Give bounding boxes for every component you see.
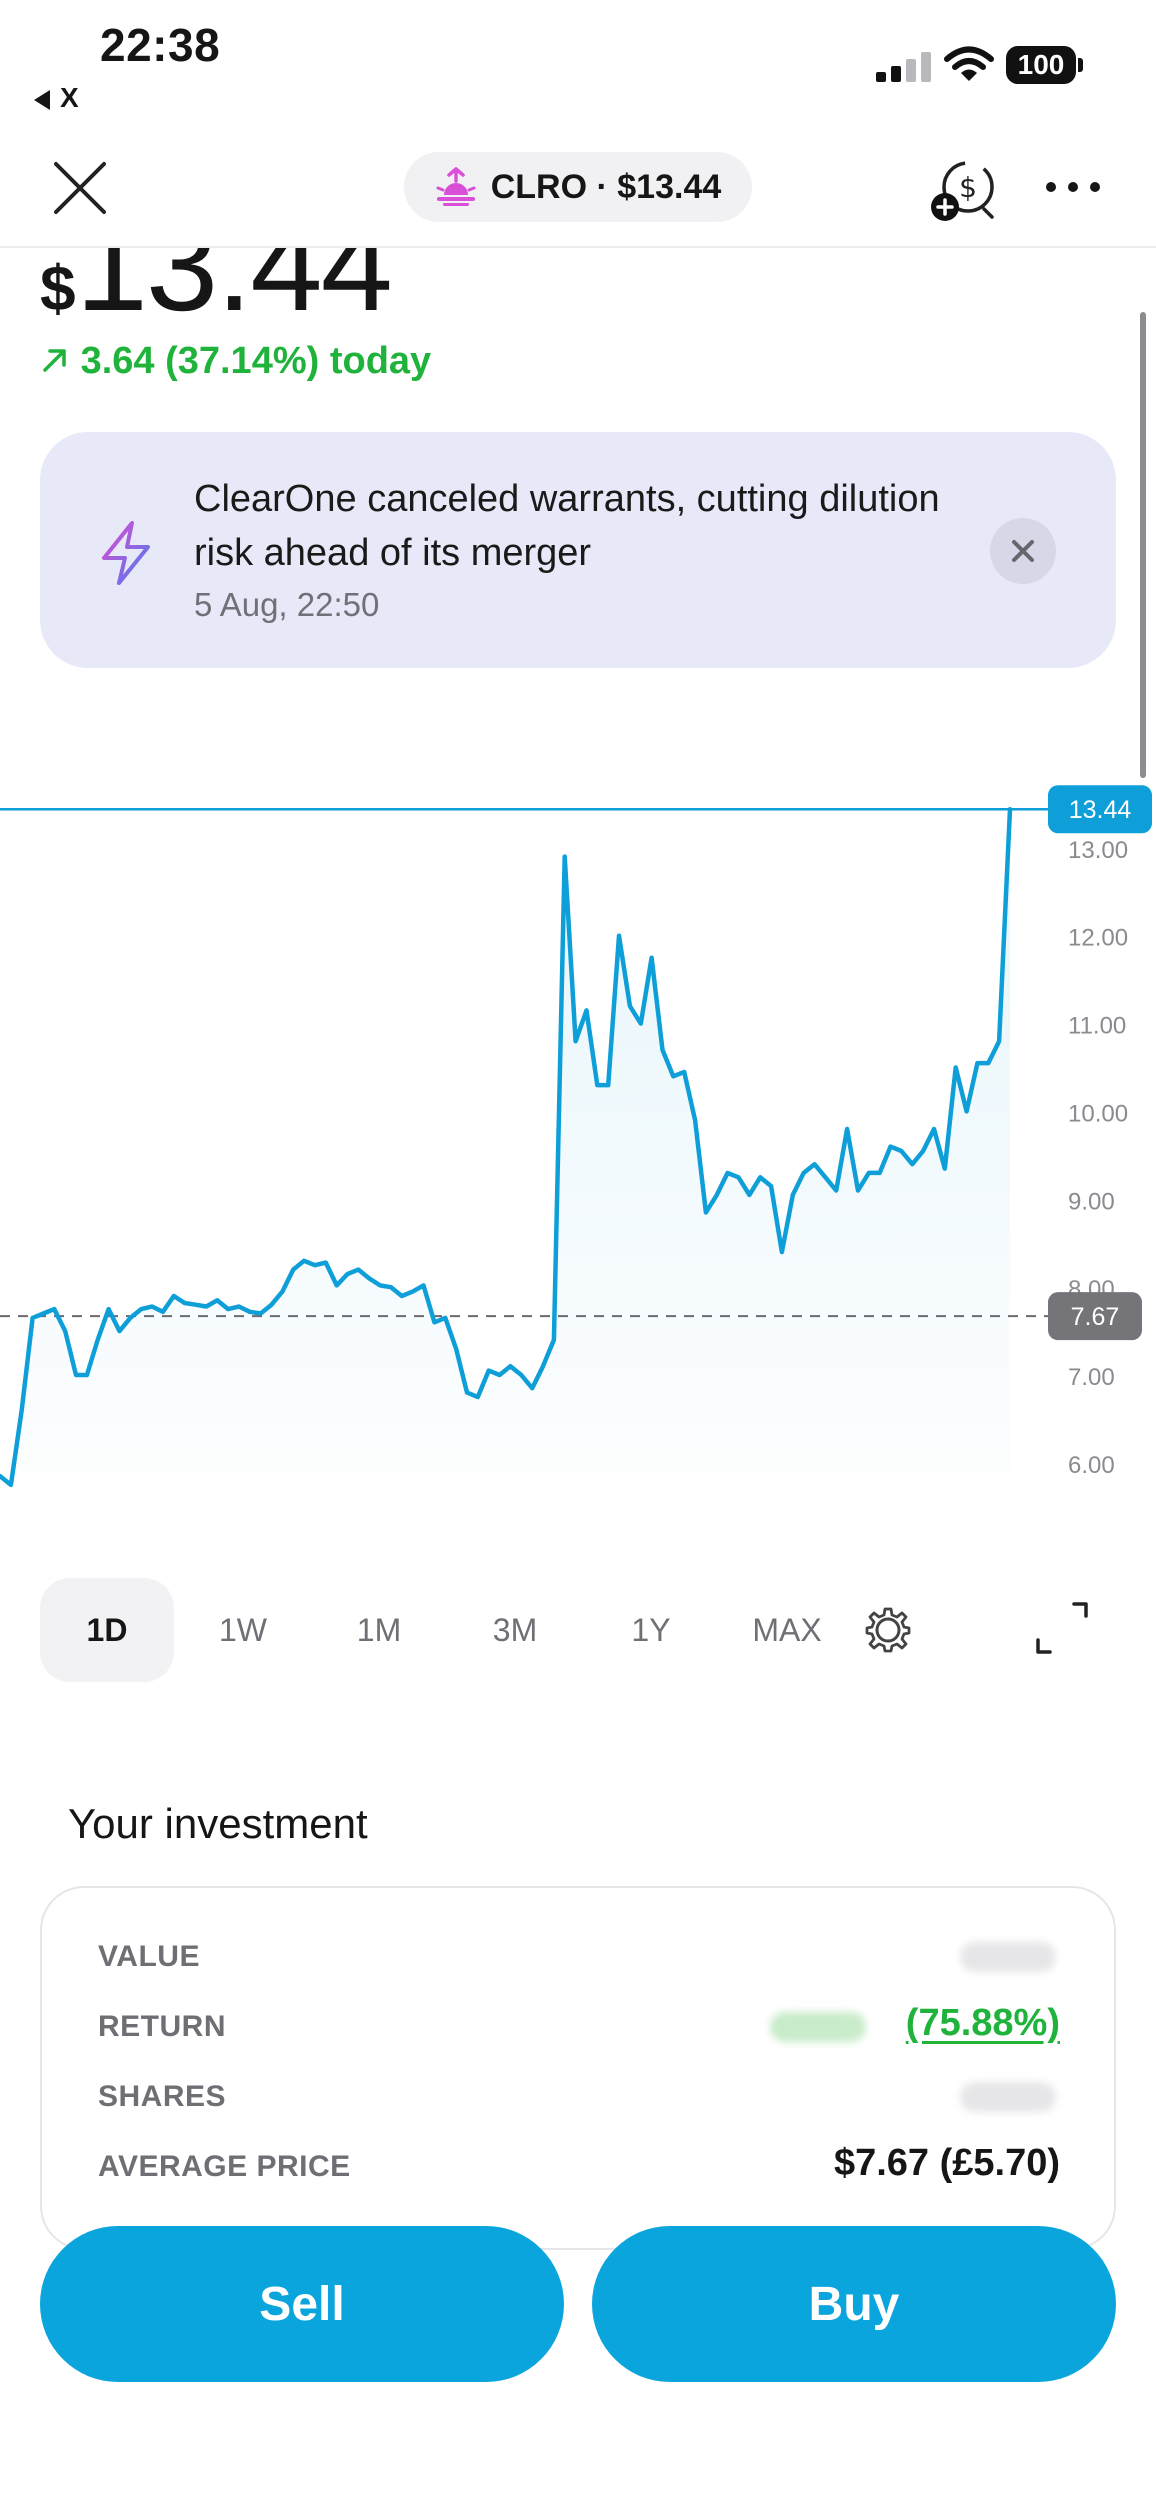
time-range-tabs: 1D 1W 1M 3M 1Y MAX [40,1578,1130,1682]
wifi-icon [944,46,994,81]
shares-label: SHARES [98,2080,227,2113]
average-price-value: $7.67 (£5.70) [833,2142,1060,2184]
battery-level: 100 [1006,46,1076,84]
return-amount-hidden [770,2012,866,2042]
price-series-line[interactable] [0,806,1013,1488]
back-to-app-link[interactable]: X [34,82,79,114]
value-label: VALUE [98,1940,200,1973]
expand-icon[interactable] [1030,1596,1094,1660]
sunrise-icon [436,167,476,206]
cellular-signal-icon [876,52,931,82]
average-price-label: AVERAGE PRICE [98,2150,351,2183]
value-hidden [960,1942,1056,1972]
y-tick-label: 13.00 [1068,837,1128,864]
price-value: 13.44 [75,248,393,338]
lightning-bolt-icon [102,521,150,585]
news-headline: ClearOne canceled warrants, cutting dilu… [194,478,940,574]
close-icon[interactable] [50,158,110,218]
price-chart[interactable]: 13.0012.0011.0010.009.008.007.006.0013.4… [0,760,1156,1520]
close-icon [1012,540,1034,562]
reference-price-tag-label: 7.67 [1071,1303,1120,1331]
shares-hidden [960,2082,1056,2112]
sell-button[interactable]: Sell [40,2226,564,2382]
price-currency: $ [40,252,76,324]
y-tick-label: 10.00 [1068,1100,1128,1127]
buy-button[interactable]: Buy [592,2226,1116,2382]
back-triangle-icon [34,89,50,110]
price-change-text: 3.64 (37.14%) today [80,340,432,382]
y-tick-label: 9.00 [1068,1188,1115,1215]
price-display: $13.44 [0,248,1156,338]
investment-title: Your investment [68,1800,368,1847]
more-options-button[interactable] [1040,162,1106,212]
svg-text:$: $ [959,171,977,204]
price-change: 3.64 (37.14%) today [40,340,431,383]
status-time: 22:38 [100,19,221,71]
dismiss-news-button[interactable] [990,518,1056,584]
range-tab-1w[interactable]: 1W [219,1611,267,1648]
scrollbar[interactable] [1140,312,1146,778]
battery-icon: 100 [1006,46,1084,84]
return-percent[interactable]: (75.88%) [905,2002,1060,2044]
ticker-pill[interactable]: CLRO · $13.44 [404,152,752,222]
gear-icon[interactable] [856,1582,920,1678]
investment-card: VALUE RETURN (75.88%) SHARES AVERAGE PRI… [40,1886,1116,2250]
dollar-coin-add-icon[interactable]: $ [928,155,1000,227]
chart-area-fill [0,809,1010,1485]
news-card[interactable]: ClearOne canceled warrants, cutting dilu… [40,432,1116,668]
range-tab-1m[interactable]: 1M [356,1611,402,1648]
y-tick-label: 11.00 [1068,1013,1126,1040]
range-tab-1y[interactable]: 1Y [631,1611,671,1648]
y-tick-label: 6.00 [1068,1452,1115,1479]
header-divider [0,246,1156,248]
current-price-tag-label: 13.44 [1069,796,1132,824]
range-tab-1d[interactable]: 1D [40,1578,174,1682]
reference-price-tag [1048,1292,1142,1341]
arrow-up-right-icon [43,349,66,372]
y-tick-label: 12.00 [1068,925,1128,952]
range-tab-max[interactable]: MAX [752,1611,822,1648]
ticker-label: CLRO · $13.44 [490,167,722,206]
back-app-label: X [60,82,79,113]
return-label: RETURN [98,2010,226,2043]
news-timestamp: 5 Aug, 22:50 [194,586,380,623]
y-tick-label: 7.00 [1068,1364,1115,1391]
range-tab-3m[interactable]: 3M [492,1611,538,1648]
current-price-tag [1048,785,1152,834]
